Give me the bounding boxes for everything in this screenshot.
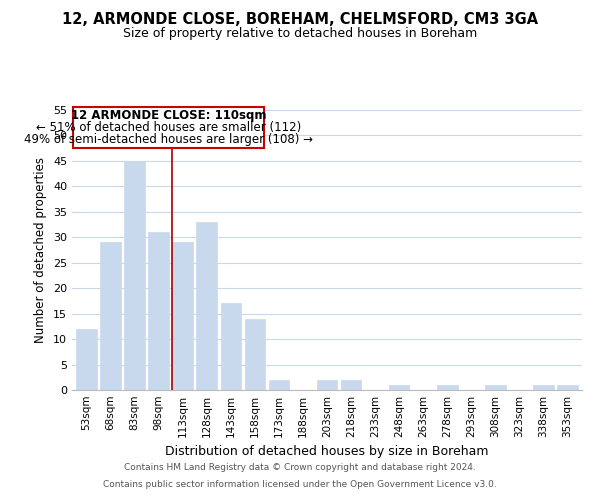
FancyBboxPatch shape (73, 108, 265, 148)
Text: Contains public sector information licensed under the Open Government Licence v3: Contains public sector information licen… (103, 480, 497, 489)
Bar (196, 222, 217, 390)
Bar (557, 385, 578, 390)
Text: Size of property relative to detached houses in Boreham: Size of property relative to detached ho… (123, 28, 477, 40)
Bar (245, 318, 265, 390)
Bar (221, 304, 241, 390)
Text: 12, ARMONDE CLOSE, BOREHAM, CHELMSFORD, CM3 3GA: 12, ARMONDE CLOSE, BOREHAM, CHELMSFORD, … (62, 12, 538, 28)
Bar (148, 232, 169, 390)
Bar (389, 385, 409, 390)
Bar (485, 385, 506, 390)
Bar (317, 380, 337, 390)
Bar (124, 161, 145, 390)
Bar (269, 380, 289, 390)
Y-axis label: Number of detached properties: Number of detached properties (34, 157, 47, 343)
X-axis label: Distribution of detached houses by size in Boreham: Distribution of detached houses by size … (165, 446, 489, 458)
Text: 49% of semi-detached houses are larger (108) →: 49% of semi-detached houses are larger (… (25, 132, 313, 145)
Text: ← 51% of detached houses are smaller (112): ← 51% of detached houses are smaller (11… (36, 122, 301, 134)
Bar (533, 385, 554, 390)
Bar (437, 385, 458, 390)
Bar (341, 380, 361, 390)
Bar (100, 242, 121, 390)
Text: 12 ARMONDE CLOSE: 110sqm: 12 ARMONDE CLOSE: 110sqm (71, 109, 266, 122)
Bar (76, 329, 97, 390)
Text: Contains HM Land Registry data © Crown copyright and database right 2024.: Contains HM Land Registry data © Crown c… (124, 464, 476, 472)
Bar (172, 242, 193, 390)
